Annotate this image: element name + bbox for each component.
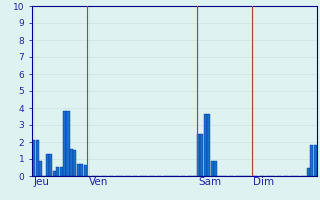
Bar [49, 154, 52, 176]
Bar [80, 164, 83, 176]
Bar [77, 164, 80, 176]
Bar [36, 140, 39, 176]
Bar [314, 145, 316, 176]
Bar [207, 114, 210, 176]
Bar [53, 171, 56, 176]
Bar [310, 145, 313, 176]
Bar [32, 140, 35, 176]
Bar [39, 161, 42, 176]
Bar [84, 165, 87, 176]
Bar [73, 150, 76, 176]
Bar [67, 111, 69, 176]
Bar [70, 149, 73, 176]
Bar [204, 114, 207, 176]
Bar [211, 161, 214, 176]
Bar [63, 111, 66, 176]
Bar [56, 167, 59, 176]
Bar [46, 154, 49, 176]
Bar [197, 134, 200, 176]
Bar [307, 168, 310, 176]
Bar [200, 134, 204, 176]
Bar [214, 161, 217, 176]
Bar [60, 167, 63, 176]
